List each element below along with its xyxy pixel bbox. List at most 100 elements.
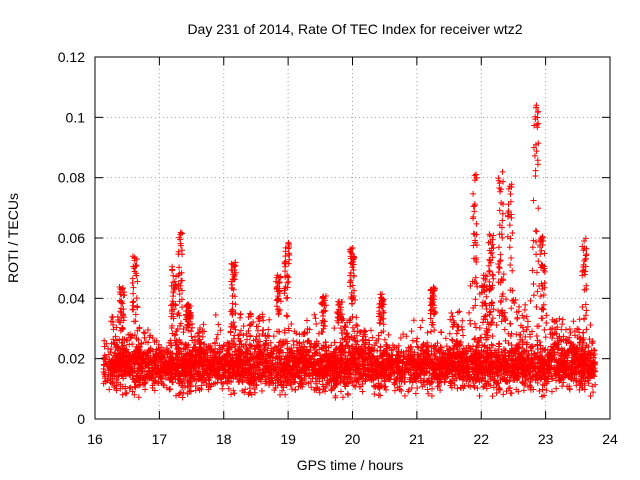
data-point — [414, 384, 421, 391]
data-point — [474, 283, 481, 290]
data-point — [140, 374, 147, 381]
data-point — [331, 339, 338, 346]
data-point — [316, 386, 323, 393]
data-point — [342, 353, 349, 360]
data-point — [285, 245, 292, 252]
data-point — [283, 295, 290, 302]
data-point — [473, 324, 480, 331]
data-point — [331, 325, 338, 332]
data-point — [553, 385, 560, 392]
data-point — [292, 386, 299, 393]
data-point — [285, 251, 292, 258]
data-point — [312, 315, 319, 322]
data-point — [352, 383, 359, 390]
data-point — [476, 324, 483, 331]
data-point — [560, 379, 567, 386]
data-point — [466, 309, 473, 316]
data-point — [375, 392, 382, 399]
data-point — [470, 215, 477, 222]
data-point — [536, 387, 543, 394]
data-point — [176, 390, 183, 397]
data-point — [122, 390, 129, 397]
data-point — [472, 274, 479, 281]
data-point — [303, 317, 310, 324]
data-point — [283, 312, 290, 319]
data-point — [106, 386, 113, 393]
data-point — [132, 318, 139, 325]
data-point — [477, 334, 484, 341]
data-point — [231, 390, 238, 397]
data-point — [328, 342, 335, 349]
data-point — [289, 386, 296, 393]
data-point — [217, 349, 224, 356]
data-point — [470, 230, 477, 237]
data-point — [403, 333, 410, 340]
data-point — [481, 313, 488, 320]
chart-title: Day 231 of 2014, Rate Of TEC Index for r… — [187, 21, 522, 37]
data-point — [374, 354, 381, 361]
data-point — [211, 339, 218, 346]
data-point — [311, 311, 318, 318]
data-point — [434, 340, 441, 347]
data-point — [374, 347, 381, 354]
data-point — [179, 304, 186, 311]
data-point — [548, 388, 555, 395]
data-point — [282, 391, 289, 398]
data-point — [170, 272, 177, 279]
data-point — [149, 335, 156, 342]
data-point — [130, 290, 137, 297]
data-point — [229, 300, 236, 307]
data-point — [349, 300, 356, 307]
data-point — [534, 379, 541, 386]
data-point — [296, 380, 303, 387]
data-point — [592, 381, 599, 388]
data-point — [258, 387, 265, 394]
data-point — [377, 291, 384, 298]
data-point — [176, 264, 183, 271]
data-point — [213, 335, 220, 342]
data-point — [178, 247, 185, 254]
data-point — [472, 296, 479, 303]
data-point — [409, 337, 416, 344]
data-point — [215, 321, 222, 328]
data-point — [483, 293, 490, 300]
data-point — [463, 378, 470, 385]
data-point — [351, 273, 358, 280]
data-point — [172, 331, 179, 338]
data-point — [470, 190, 477, 197]
data-point — [586, 336, 593, 343]
data-point — [496, 340, 503, 347]
data-point — [437, 387, 444, 394]
data-point — [429, 385, 436, 392]
data-point — [134, 278, 141, 285]
data-point — [313, 320, 320, 327]
data-point — [188, 333, 195, 340]
data-point — [490, 275, 497, 282]
data-point — [570, 318, 577, 325]
data-point — [227, 329, 234, 336]
data-point — [460, 332, 467, 339]
data-point — [442, 335, 449, 342]
data-point — [151, 387, 158, 394]
data-point — [284, 294, 291, 301]
data-point — [285, 240, 292, 247]
data-point — [285, 278, 292, 285]
data-point — [408, 328, 415, 335]
data-point — [520, 387, 527, 394]
data-point — [473, 171, 480, 178]
data-point — [400, 331, 407, 338]
data-point — [371, 391, 378, 398]
data-point — [489, 333, 496, 340]
data-point — [412, 390, 419, 397]
data-point — [284, 313, 291, 320]
data-point — [381, 378, 388, 385]
data-point — [169, 263, 176, 270]
data-point — [219, 385, 226, 392]
data-point — [267, 339, 274, 346]
data-point — [446, 330, 453, 337]
data-point — [129, 299, 136, 306]
data-point — [410, 317, 417, 324]
data-point — [519, 378, 526, 385]
data-point — [467, 383, 474, 390]
